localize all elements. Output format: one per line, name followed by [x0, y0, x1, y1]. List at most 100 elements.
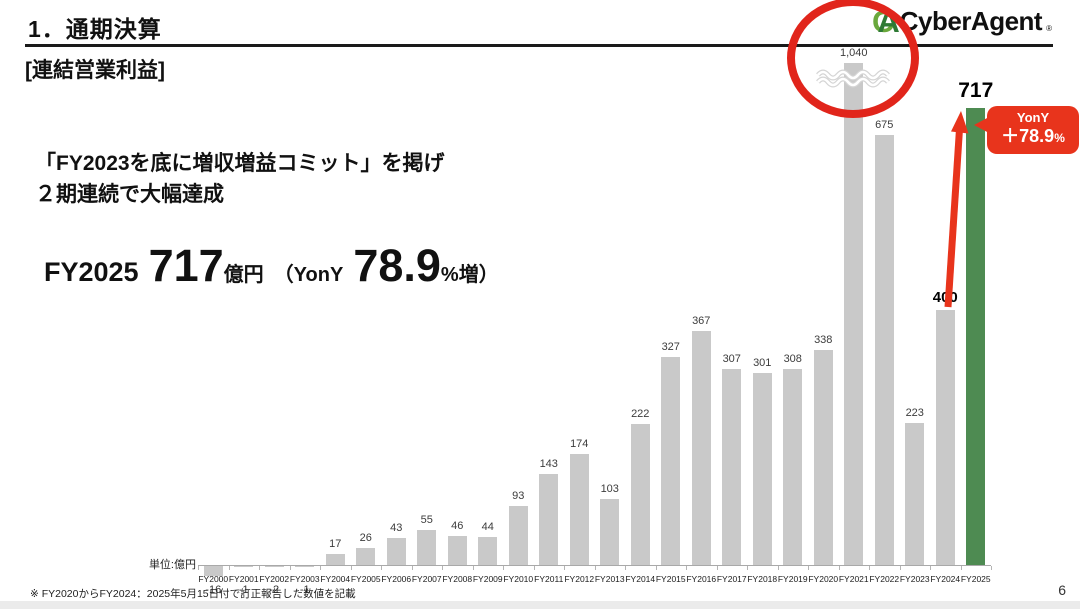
axis-break-icon: [815, 69, 892, 89]
bar-value-label: 103: [600, 483, 619, 495]
bar-FY2004: [325, 554, 345, 565]
x-axis-label: FY2002: [259, 574, 290, 584]
x-axis-tick: [350, 566, 352, 570]
x-axis-label: FY2004: [320, 574, 351, 584]
x-axis-tick: [533, 566, 535, 570]
bar-FY2001: [234, 566, 254, 567]
badge-pointer-icon: [974, 117, 989, 133]
bar-value-label: 55: [420, 514, 433, 526]
x-axis-label: FY2012: [564, 574, 595, 584]
stats-yony-value: 78.9: [353, 240, 441, 291]
bar-FY2016: [691, 331, 711, 565]
bar-FY2019: [783, 369, 803, 565]
logo-text: CyberAgent: [899, 6, 1043, 36]
bar-FY2023: [905, 423, 925, 565]
stats-unit: 億円: [223, 264, 264, 286]
x-axis-label: FY2013: [594, 574, 625, 584]
bar-value-label: 717: [958, 79, 994, 102]
x-axis-tick: [625, 566, 626, 570]
bar-chart: -16 FY2000 -1 FY2001 -2 FY2002 -1 FY2003 17 FY200…: [198, 0, 993, 609]
bar-value-label: 308: [783, 353, 802, 365]
bar-value-label: 222: [631, 408, 650, 420]
bar-value-label: 307: [722, 353, 741, 365]
bar-FY2014: [630, 424, 650, 565]
bar-value-label: 44: [481, 521, 494, 533]
bar-FY2015: [661, 357, 681, 565]
bar-value-label: 675: [875, 119, 894, 131]
x-axis-label: FY2010: [503, 574, 534, 584]
yony-badge: YonY ＋78.9%: [974, 106, 1079, 154]
x-axis-label: FY2014: [625, 574, 656, 584]
bar-FY2011: [539, 474, 559, 565]
badge-value: ＋78.9%: [1001, 126, 1065, 146]
x-axis-tick: [930, 566, 931, 570]
x-axis-tick: [869, 566, 870, 570]
x-axis-tick: [289, 566, 291, 570]
x-axis-label: FY2000: [198, 574, 229, 584]
headline-line1: 「FY2023を底に増収増益コミット」を掲げ: [35, 152, 445, 175]
bar-FY2012: [569, 454, 589, 565]
x-axis-label: FY2011: [534, 574, 564, 584]
x-axis-tick: [808, 566, 809, 570]
bar-FY2006: [386, 538, 406, 565]
chart-section-label: [連結営業利益]: [25, 59, 165, 82]
bar-value-label: 26: [359, 532, 372, 544]
bar-value-label: 301: [753, 357, 772, 369]
x-axis-label: FY2009: [472, 574, 503, 584]
x-axis-label: FY2023: [899, 574, 930, 584]
x-axis-label: FY2018: [747, 574, 778, 584]
x-axis-tick: [411, 566, 413, 570]
footnote: ※ FY2020からFY2024：2025年5月15日付で訂正報告した数値を記載: [30, 588, 356, 600]
bar-negative-value-label: -2: [269, 584, 280, 596]
bar-value-label: 174: [570, 438, 589, 450]
x-axis-label: FY2019: [777, 574, 808, 584]
x-axis-label: FY2007: [411, 574, 442, 584]
bar-value-label: 327: [661, 341, 680, 353]
bar-negative-value-label: -1: [299, 584, 310, 596]
bottom-edge-strip: [0, 601, 1080, 609]
bar-value-label: 143: [539, 458, 558, 470]
bar-value-label: 1,040: [839, 47, 868, 59]
x-axis-label: FY2020: [808, 574, 839, 584]
bar-FY2007: [417, 530, 437, 565]
bar-value-label: 338: [814, 334, 833, 346]
x-axis-tick: [381, 566, 382, 570]
bar-FY2022: [874, 135, 894, 565]
x-axis-tick: [686, 566, 687, 570]
x-axis-tick: [991, 566, 992, 570]
x-axis-tick: [198, 566, 199, 570]
key-stats-line: FY2025 717 億円 （YonY 78.9 %増）: [44, 240, 499, 292]
chart-unit-label: 単位:億円: [148, 559, 196, 571]
bar-value-label: 17: [329, 538, 342, 550]
registered-mark: ®: [1046, 24, 1052, 33]
x-axis-label: FY2005: [350, 574, 381, 584]
headline-line2: ２期連続で大幅達成: [35, 183, 224, 206]
stats-fy-label: FY2025: [44, 257, 139, 287]
x-axis-label: FY2003: [289, 574, 320, 584]
bar-FY2000: [203, 566, 223, 576]
x-axis-tick: [960, 566, 962, 570]
x-axis-tick: [747, 566, 748, 570]
x-axis-tick: [472, 566, 474, 570]
x-axis-label: FY2006: [381, 574, 412, 584]
x-axis-label: FY2001: [228, 574, 259, 584]
bar-FY2010: [508, 506, 528, 565]
stats-profit-value: 717: [148, 240, 224, 291]
x-axis-tick: [838, 566, 840, 570]
bar-value-label: 93: [512, 490, 525, 502]
x-axis-label: FY2021: [838, 574, 869, 584]
bar-FY2005: [356, 548, 376, 565]
bar-value-label: 367: [692, 315, 711, 327]
bar-FY2008: [447, 536, 467, 565]
x-axis-label: FY2025: [960, 574, 991, 584]
x-axis-tick: [716, 566, 718, 570]
x-axis-tick: [655, 566, 657, 570]
bar-value-label: 46: [451, 520, 464, 532]
x-axis-label: FY2022: [869, 574, 900, 584]
bar-FY2024: [935, 310, 955, 565]
bar-FY2021: [844, 63, 864, 565]
stats-yony-open: （YonY: [273, 264, 344, 286]
bar-FY2009: [478, 537, 498, 565]
x-axis-tick: [594, 566, 596, 570]
